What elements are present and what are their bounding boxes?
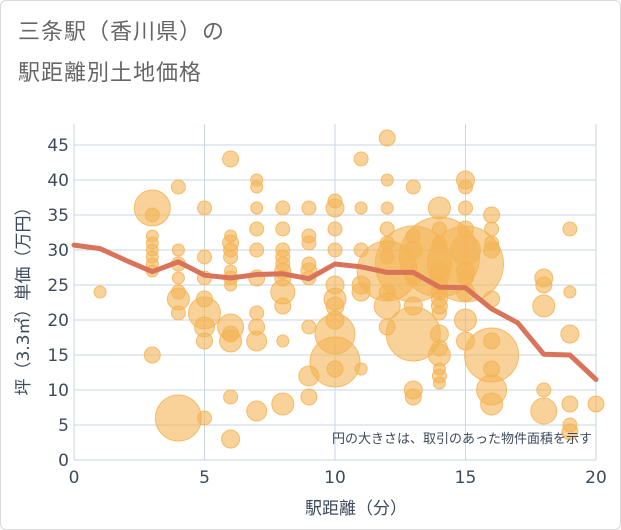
data-bubble — [301, 319, 317, 335]
data-bubble — [562, 221, 578, 237]
x-axis-ticks: 0 5 10 15 20 — [69, 468, 607, 488]
trend-line — [71, 242, 599, 382]
x-tick-label: 0 — [69, 468, 80, 488]
data-bubble — [223, 389, 239, 405]
data-bubble — [222, 150, 240, 168]
data-bubble — [274, 297, 292, 315]
data-bubble — [532, 294, 556, 318]
x-tick-label: 10 — [324, 468, 346, 488]
data-bubble — [197, 410, 212, 426]
data-bubble — [458, 179, 473, 195]
data-bubble — [561, 395, 579, 413]
data-bubble — [154, 394, 202, 442]
chart-title-line2: 駅距離別土地価格 — [18, 61, 203, 86]
data-bubble — [271, 392, 295, 416]
data-bubble — [171, 243, 185, 257]
data-bubble — [530, 397, 558, 425]
data-bubble — [563, 285, 577, 299]
data-bubble — [171, 271, 185, 285]
data-bubble — [354, 362, 368, 376]
data-bubble — [326, 360, 344, 378]
data-bubble — [170, 179, 186, 195]
data-bubble — [561, 423, 579, 441]
data-bubble — [427, 196, 451, 220]
data-bubble — [301, 235, 317, 251]
data-bubble — [560, 324, 580, 344]
y-tick-label: 0 — [58, 451, 69, 471]
y-axis-ticks: 0 5 10 15 20 25 30 35 40 45 — [47, 136, 69, 471]
data-bubble — [454, 308, 477, 332]
data-bubble — [93, 285, 107, 299]
data-bubble — [480, 392, 504, 416]
data-bubble — [197, 200, 212, 216]
data-bubble — [483, 206, 501, 224]
data-bubble — [249, 305, 265, 321]
data-bubble — [246, 330, 268, 352]
data-bubble — [327, 242, 343, 258]
y-tick-label: 40 — [47, 171, 69, 191]
y-tick-label: 20 — [47, 311, 69, 331]
data-bubble — [484, 221, 500, 237]
bubble-size-note: 円の大きさは、取引のあった物件面積を示す — [332, 432, 592, 447]
data-bubble — [275, 200, 291, 216]
data-bubble — [300, 388, 318, 406]
data-bubble — [458, 200, 473, 216]
data-bubble — [219, 329, 243, 353]
chart-title-line1: 三条駅（香川県）の — [18, 20, 226, 45]
data-bubble — [405, 179, 421, 195]
data-bubble — [250, 180, 264, 194]
y-tick-label: 15 — [47, 346, 69, 366]
data-bubble — [380, 173, 394, 187]
data-bubble — [325, 198, 345, 218]
x-tick-label: 15 — [455, 468, 477, 488]
y-axis-title: 坪（3.3㎡）単価（万円） — [14, 198, 34, 395]
data-bubble — [327, 221, 343, 237]
data-bubble — [354, 201, 368, 215]
y-tick-label: 5 — [58, 416, 69, 436]
data-bubble — [223, 249, 239, 265]
data-bubble — [246, 400, 268, 422]
data-bubble — [380, 201, 394, 215]
data-bubble — [301, 200, 317, 216]
data-bubble — [404, 388, 422, 406]
y-tick-label: 10 — [47, 381, 69, 401]
y-tick-label: 45 — [47, 136, 69, 156]
data-bubble — [249, 221, 265, 237]
x-tick-label: 20 — [585, 468, 607, 488]
data-bubble — [275, 221, 291, 237]
data-bubble — [197, 249, 212, 265]
data-bubble — [170, 305, 186, 321]
data-bubble — [224, 278, 238, 292]
data-bubble — [353, 151, 369, 167]
y-tick-label: 30 — [47, 241, 69, 261]
data-bubble — [221, 429, 241, 449]
data-bubble — [276, 334, 290, 348]
data-bubble — [431, 305, 447, 321]
data-bubble — [250, 201, 264, 215]
data-bubble — [144, 207, 160, 223]
x-tick-label: 5 — [199, 468, 210, 488]
x-axis-title: 駅距離（分） — [305, 499, 407, 519]
y-tick-label: 25 — [47, 276, 69, 296]
data-bubble — [483, 241, 501, 259]
data-bubble — [196, 332, 213, 350]
data-bubble — [536, 382, 552, 398]
data-bubble — [249, 242, 265, 258]
data-bubble — [587, 395, 605, 413]
data-bubble — [378, 129, 396, 147]
data-bubble — [143, 346, 161, 364]
data-bubble — [535, 276, 553, 294]
y-tick-label: 35 — [47, 206, 69, 226]
data-bubble — [432, 376, 446, 390]
